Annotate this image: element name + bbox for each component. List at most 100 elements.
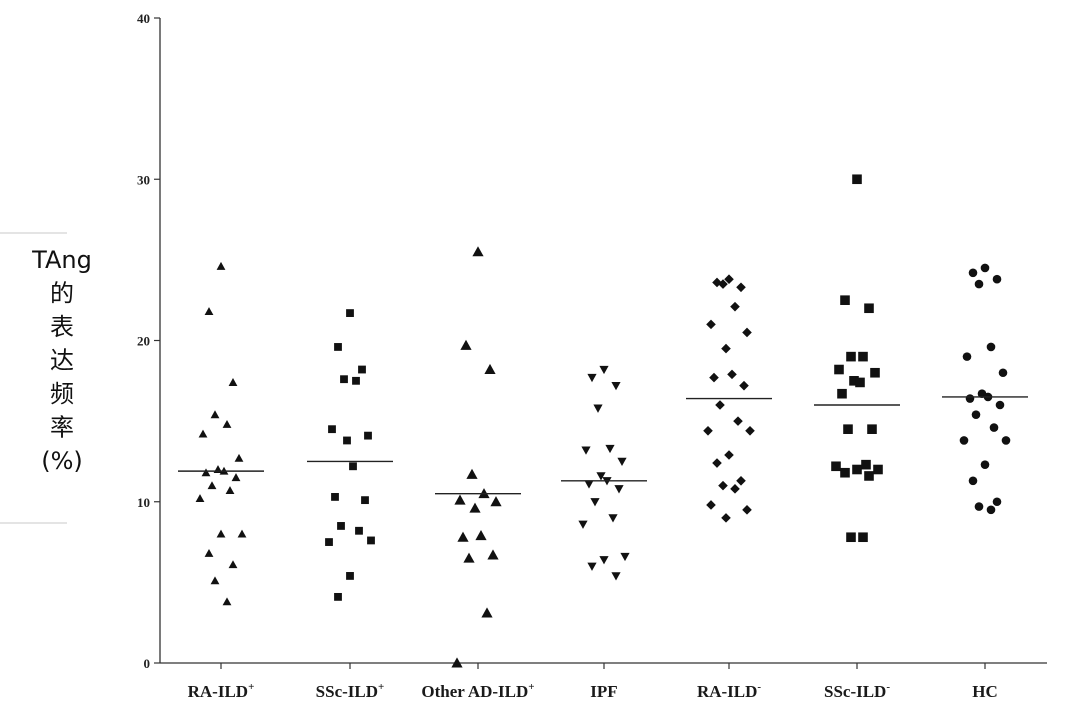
data-point xyxy=(974,279,984,289)
data-point xyxy=(849,376,859,386)
data-point xyxy=(727,369,737,380)
y-axis-label-line: 频 xyxy=(50,380,74,408)
data-point xyxy=(216,261,226,270)
data-point xyxy=(724,274,734,285)
data-point xyxy=(962,352,972,361)
data-point xyxy=(346,309,354,317)
data-point xyxy=(472,246,484,257)
data-point xyxy=(718,279,728,289)
data-point xyxy=(216,529,226,538)
data-point xyxy=(986,505,996,515)
data-point xyxy=(739,380,749,391)
data-point xyxy=(334,592,342,601)
data-point xyxy=(742,327,752,338)
data-point xyxy=(971,410,981,419)
data-point xyxy=(995,400,1005,410)
data-point xyxy=(730,301,740,312)
data-point xyxy=(228,560,238,569)
data-point xyxy=(593,404,603,413)
data-point xyxy=(599,365,609,375)
data-point xyxy=(855,377,865,388)
data-point xyxy=(986,342,996,352)
data-point xyxy=(228,378,238,386)
data-point xyxy=(337,522,345,530)
y-axis-label-line: (%) xyxy=(41,447,83,475)
data-point xyxy=(867,424,877,434)
y-axis-label: TAng 的表达频率 (%) xyxy=(31,246,92,475)
y-tick-label: 10 xyxy=(137,495,150,510)
data-point xyxy=(581,446,591,455)
data-point xyxy=(736,475,746,486)
data-point xyxy=(712,277,722,288)
data-point xyxy=(358,365,366,374)
data-point xyxy=(611,572,621,581)
data-point xyxy=(846,532,856,543)
data-point xyxy=(469,502,481,513)
data-point xyxy=(460,339,472,350)
data-point xyxy=(873,464,883,475)
data-point xyxy=(590,498,600,507)
data-point xyxy=(733,416,743,426)
data-point xyxy=(870,367,880,378)
data-point xyxy=(361,496,369,505)
data-point xyxy=(861,459,871,470)
data-point xyxy=(364,431,372,440)
data-point xyxy=(334,343,342,351)
data-point xyxy=(840,467,850,478)
data-point xyxy=(210,576,220,585)
data-point xyxy=(745,426,755,436)
data-point xyxy=(487,549,499,560)
y-axis-label-line: 的 xyxy=(50,280,74,308)
data-point xyxy=(617,457,627,467)
data-point xyxy=(201,468,211,477)
data-point xyxy=(463,552,475,563)
data-point xyxy=(222,419,232,428)
data-point xyxy=(204,307,214,315)
data-point xyxy=(204,548,214,557)
y-tick-label: 40 xyxy=(137,11,150,26)
x-category-label: HC xyxy=(972,682,998,701)
data-point xyxy=(484,363,496,375)
median-lines xyxy=(178,396,1028,495)
data-point xyxy=(980,460,990,469)
data-point xyxy=(325,538,333,546)
data-point xyxy=(858,532,868,543)
y-axis-label-line: 表 xyxy=(50,313,74,341)
data-point xyxy=(989,423,999,432)
x-category-label: RA-ILD- xyxy=(697,681,761,701)
data-point xyxy=(346,572,354,580)
data-point xyxy=(340,375,348,384)
data-point xyxy=(721,343,731,354)
y-tick-label: 30 xyxy=(137,172,150,187)
data-point xyxy=(614,485,624,494)
data-point xyxy=(998,368,1008,378)
data-point xyxy=(207,481,217,490)
data-point xyxy=(992,274,1002,284)
y-tick-label: 20 xyxy=(137,334,150,349)
data-point xyxy=(992,497,1002,507)
data-point xyxy=(846,351,856,362)
data-point xyxy=(222,597,232,606)
data-point xyxy=(231,473,241,482)
data-point xyxy=(718,480,728,491)
data-point xyxy=(198,429,208,438)
x-category-label: RA-ILD+ xyxy=(188,681,255,701)
data-point xyxy=(355,526,363,535)
data-point xyxy=(343,436,351,445)
data-point xyxy=(367,536,375,545)
data-point xyxy=(587,562,597,571)
data-point xyxy=(831,461,841,472)
y-tick-label: 0 xyxy=(144,656,151,671)
data-point xyxy=(852,174,862,185)
data-point xyxy=(596,472,606,481)
data-point xyxy=(475,530,487,541)
data-point xyxy=(736,282,746,293)
data-point xyxy=(980,263,990,273)
data-point xyxy=(328,425,336,434)
x-category-label: SSc-ILD- xyxy=(824,681,890,701)
data-point xyxy=(706,319,716,330)
data-point xyxy=(210,410,220,419)
data-point xyxy=(349,462,357,471)
data-point xyxy=(709,372,719,383)
